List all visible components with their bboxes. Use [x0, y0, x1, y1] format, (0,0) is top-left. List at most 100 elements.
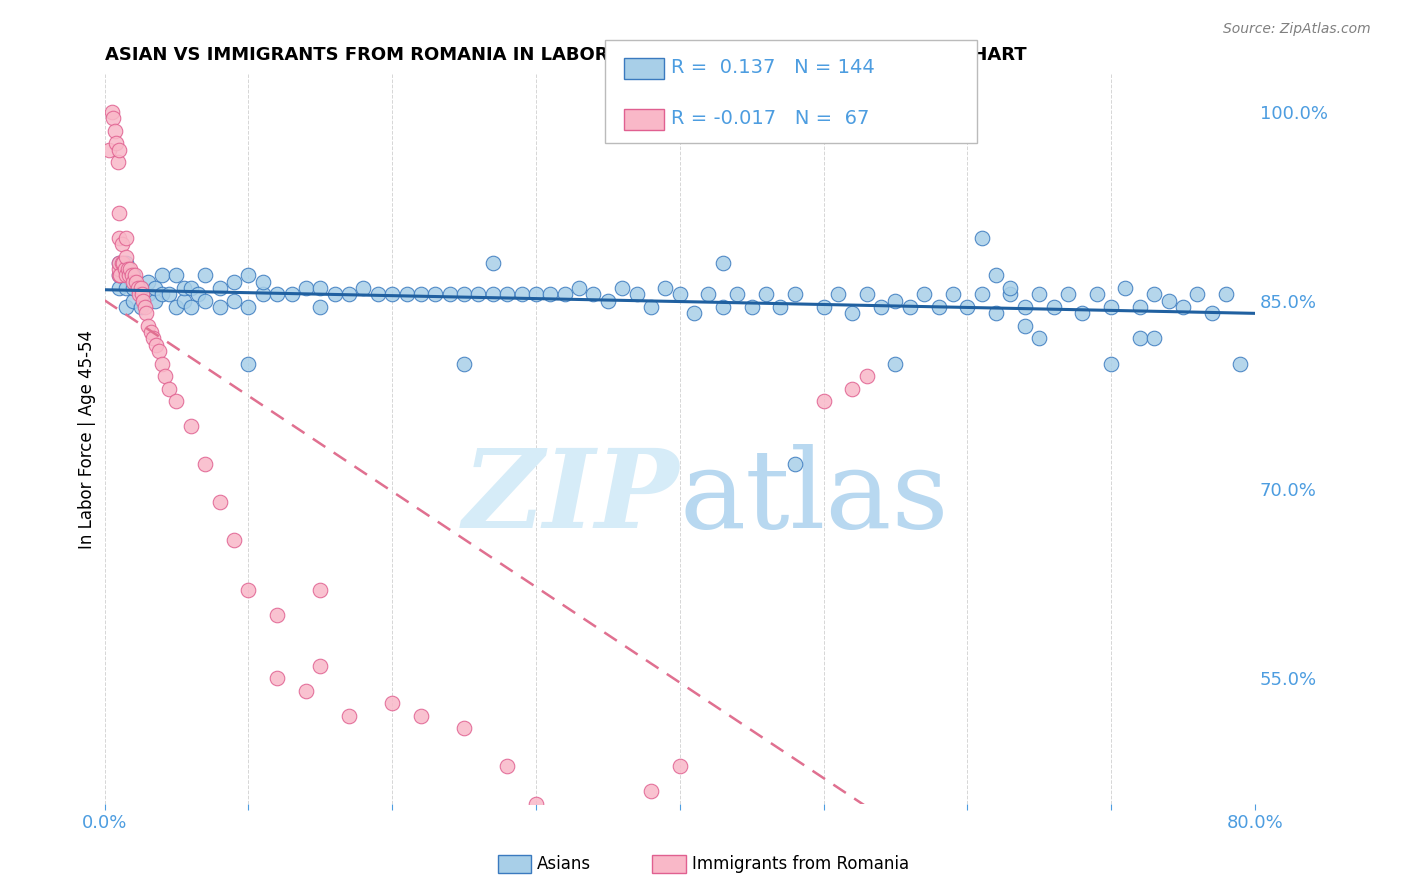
Point [252, 287, 274, 301]
Point [1085, 287, 1108, 301]
Point [596, 293, 619, 308]
Point [898, 300, 921, 314]
Point [1215, 287, 1237, 301]
Point [108, 268, 131, 283]
Point [1157, 293, 1180, 308]
Point [409, 709, 432, 723]
Point [510, 287, 533, 301]
Point [222, 275, 245, 289]
Point [1229, 357, 1251, 371]
Point [180, 281, 202, 295]
Text: R = -0.017   N =  67: R = -0.017 N = 67 [671, 109, 869, 128]
Point [136, 275, 159, 289]
Point [135, 306, 157, 320]
Point [912, 287, 935, 301]
Point [813, 300, 835, 314]
Point [105, 136, 128, 151]
Point [309, 300, 332, 314]
Point [180, 419, 202, 434]
Point [122, 275, 145, 289]
Point [136, 287, 159, 301]
Point [1099, 357, 1122, 371]
Point [111, 256, 134, 270]
Point [1028, 331, 1050, 345]
Point [108, 268, 131, 283]
Point [166, 394, 188, 409]
Point [884, 293, 907, 308]
Point [482, 287, 505, 301]
Point [115, 281, 138, 295]
Point [208, 300, 231, 314]
Point [128, 287, 150, 301]
Point [132, 293, 155, 308]
Point [654, 281, 676, 295]
Point [783, 287, 806, 301]
Point [118, 268, 141, 283]
Point [117, 262, 139, 277]
Point [409, 287, 432, 301]
Point [115, 230, 138, 244]
Point [173, 281, 195, 295]
Point [121, 268, 143, 283]
Y-axis label: In Labor Force | Age 45-54: In Labor Force | Age 45-54 [79, 329, 96, 549]
Point [783, 457, 806, 471]
Point [827, 287, 849, 301]
Point [150, 357, 173, 371]
Point [337, 709, 360, 723]
Point [112, 256, 135, 270]
Point [122, 268, 145, 283]
Point [439, 287, 461, 301]
Point [524, 797, 547, 811]
Point [1143, 287, 1166, 301]
Point [103, 111, 125, 125]
Point [1171, 300, 1194, 314]
Point [148, 343, 170, 358]
Point [125, 275, 148, 289]
Point [524, 287, 547, 301]
Point [266, 287, 288, 301]
Point [568, 809, 591, 823]
Point [208, 281, 231, 295]
Point [145, 337, 167, 351]
Point [194, 268, 217, 283]
Point [129, 300, 152, 314]
Text: Source: ZipAtlas.com: Source: ZipAtlas.com [1223, 22, 1371, 37]
Text: atlas: atlas [679, 444, 949, 551]
Point [194, 293, 217, 308]
Point [755, 287, 778, 301]
Point [1071, 306, 1094, 320]
Point [337, 287, 360, 301]
Point [108, 256, 131, 270]
Point [114, 262, 136, 277]
Point [668, 287, 690, 301]
Point [1201, 306, 1223, 320]
Point [101, 104, 124, 119]
Point [841, 306, 863, 320]
Point [855, 287, 877, 301]
Text: Immigrants from Romania: Immigrants from Romania [692, 855, 908, 873]
Point [108, 262, 131, 277]
Point [108, 256, 131, 270]
Point [769, 300, 792, 314]
Point [97, 143, 120, 157]
Point [150, 268, 173, 283]
Point [238, 582, 260, 597]
Point [180, 300, 202, 314]
Point [309, 582, 332, 597]
Point [496, 287, 519, 301]
Point [266, 608, 288, 623]
Point [1042, 300, 1064, 314]
Point [129, 281, 152, 295]
Point [612, 281, 634, 295]
Point [122, 293, 145, 308]
Point [280, 287, 302, 301]
Point [134, 300, 156, 314]
Point [115, 250, 138, 264]
Point [367, 287, 389, 301]
Point [640, 300, 662, 314]
Point [1114, 281, 1136, 295]
Point [870, 300, 893, 314]
Point [741, 300, 763, 314]
Point [143, 293, 166, 308]
Point [295, 683, 318, 698]
